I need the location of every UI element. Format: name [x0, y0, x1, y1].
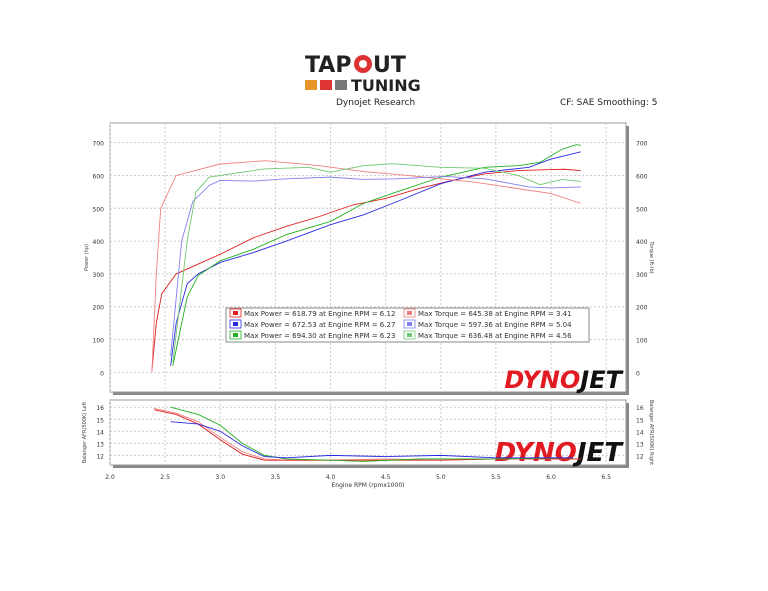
y2-tick-label: 700: [636, 141, 648, 148]
tapout-tuning-logo: TAP UT TUNING: [305, 53, 421, 94]
x-tick-label: 6.5: [601, 474, 611, 481]
svg-text:TUNING: TUNING: [351, 76, 421, 94]
y-tick-label: 15: [96, 417, 104, 424]
y-axis-label: Power (hp): [84, 244, 90, 271]
torque-series-5: [172, 163, 581, 363]
y2-tick-label: 15: [636, 417, 644, 424]
y-tick-label: 100: [93, 338, 105, 345]
x-tick-label: 2.0: [105, 474, 115, 481]
legend-entry: Max Torque = 645.38 at Engine RPM = 3.41: [418, 310, 572, 318]
legend: Max Power = 618.79 at Engine RPM = 6.12 M…: [225, 307, 590, 343]
y-tick-label: 200: [93, 305, 105, 312]
power-torque-panel: 0 0 100 100 200 200 300 300 400 400 500 500 600 600 70…: [84, 122, 654, 395]
y2-tick-label: 200: [636, 305, 648, 312]
y-tick-label: 12: [96, 453, 104, 460]
x-tick-label: 3.0: [215, 474, 225, 481]
svg-text:TAP: TAP: [305, 53, 351, 78]
power-series-1: [170, 151, 581, 366]
torque-series-4: [170, 176, 581, 356]
y2-tick-label: 500: [636, 206, 648, 213]
y2-axis-label: Balanger AFR(500K) Right: [648, 400, 654, 465]
y-tick-label: 500: [93, 206, 105, 213]
x-axis-label: Engine RPM (rpmx1000): [332, 482, 405, 489]
y-tick-label: 0: [100, 370, 104, 377]
y-tick-label: 13: [96, 441, 104, 448]
svg-text:UT: UT: [373, 53, 406, 78]
afr-series-3: [170, 421, 574, 459]
y2-tick-label: 300: [636, 272, 648, 279]
x-tick-label: 3.5: [271, 474, 281, 481]
dynojet-watermark: DYNOJET: [495, 438, 625, 468]
afr-panel: 12 12 13 13 14 14 15 15 16 16 DYNOJET Balanger AFR(…: [82, 399, 654, 489]
x-tick-label: 5.0: [436, 474, 446, 481]
power-series-0: [151, 168, 581, 371]
power-series-2: [172, 144, 581, 366]
y2-tick-label: 16: [636, 405, 644, 412]
afr-series-2: [170, 406, 574, 462]
x-tick-label: 2.5: [160, 474, 170, 481]
y2-tick-label: 100: [636, 338, 648, 345]
x-tick-label: 6.0: [546, 474, 556, 481]
y2-tick-label: 12: [636, 453, 644, 460]
x-tick-label: 4.0: [326, 474, 336, 481]
y2-tick-label: 0: [636, 370, 640, 377]
legend-entry: Max Torque = 597.36 at Engine RPM = 5.04: [418, 321, 572, 329]
legend-entry: Max Power = 618.79 at Engine RPM = 6.12: [244, 310, 395, 318]
x-tick-label: 4.5: [381, 474, 391, 481]
torque-series-3: [151, 160, 581, 373]
legend-entry: Max Torque = 636.48 at Engine RPM = 4.56: [418, 332, 572, 340]
y-axis-label: Balanger AFR(500K) Left: [82, 402, 88, 464]
y-tick-label: 400: [93, 239, 105, 246]
y2-tick-label: 400: [636, 239, 648, 246]
dynojet-watermark: DYNOJET: [504, 366, 623, 394]
y2-tick-label: 600: [636, 173, 648, 180]
y-tick-label: 600: [93, 173, 105, 180]
y2-tick-label: 14: [636, 429, 644, 436]
legend-entry: Max Power = 694.30 at Engine RPM = 6.23: [244, 332, 395, 340]
x-tick-label: 5.5: [491, 474, 501, 481]
y2-axis-label: Torque (ft-lb): [648, 240, 654, 273]
y-tick-label: 16: [96, 405, 104, 412]
right-caption: CF: SAE Smoothing: 5: [560, 98, 658, 108]
y-tick-label: 14: [96, 429, 104, 436]
left-caption: Dynojet Research: [336, 98, 416, 108]
y-tick-label: 700: [93, 141, 105, 148]
legend-entry: Max Power = 672.53 at Engine RPM = 6.27: [244, 321, 395, 329]
y-tick-label: 300: [93, 272, 105, 279]
y2-tick-label: 13: [636, 441, 644, 448]
